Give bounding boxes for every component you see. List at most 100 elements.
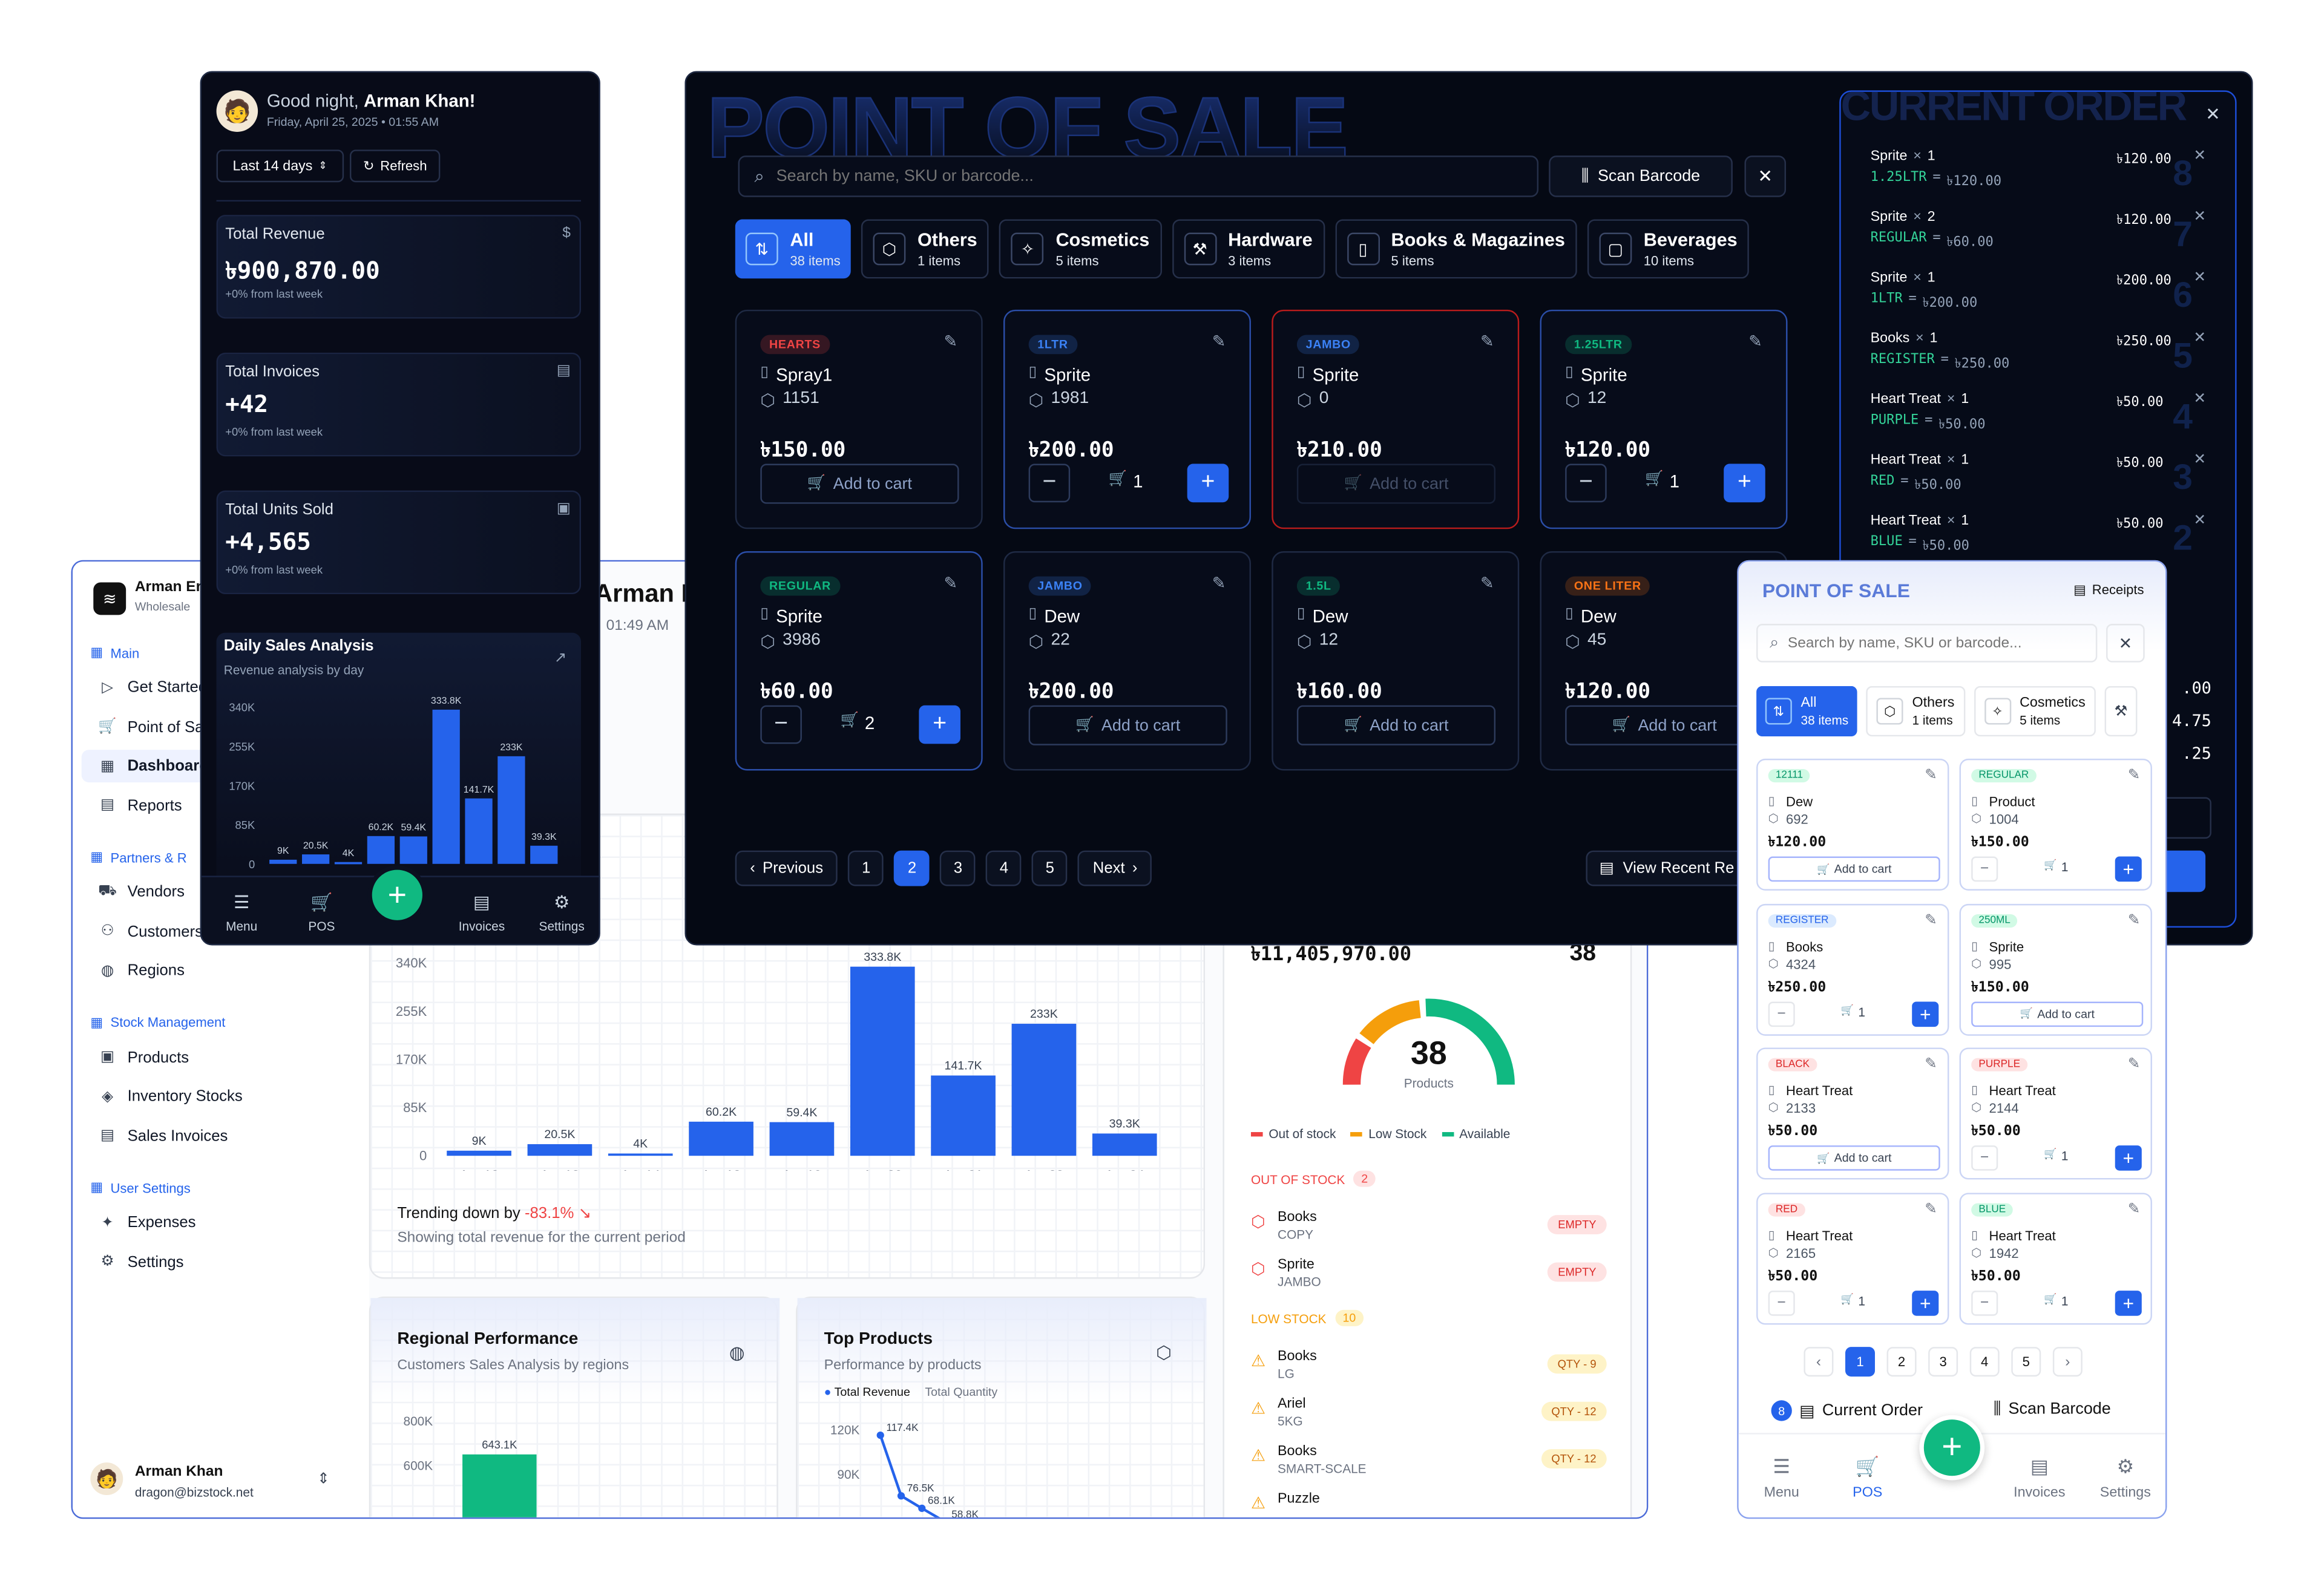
add-to-cart-button[interactable]: 🛒 Add to cart [1028,705,1227,745]
bar[interactable] [302,854,330,864]
mobile-search-input[interactable] [1787,635,2070,652]
edit-icon[interactable]: ✎ [944,333,958,352]
remove-icon[interactable]: ✕ [2193,512,2207,529]
product-card[interactable]: 1.25LTR ✎ ▯ Sprite ⬡ 12 ৳120.00− 🛒 1 + [1540,309,1788,529]
edit-icon[interactable]: ✎ [2127,767,2141,784]
sidebar-item[interactable]: ▣ Products [82,1041,355,1073]
order-item[interactable]: 6 Sprite × 1 1LTR = ৳200.00 ৳200.00 ✕ [1868,270,2224,323]
category-tab[interactable]: ✧ Cosmetics 5 items [1974,686,2096,737]
bar[interactable] [432,709,460,864]
stock-row[interactable]: ⚠ Books LG QTY - 9 [1251,1349,1607,1396]
product-card[interactable]: REGISTER ✎ Books ▯ ⬡ 4324 ৳250.00− 🛒 1 + [1756,903,1949,1035]
stock-row[interactable]: ⚠ Ariel 5KG QTY - 12 [1251,1396,1607,1443]
sidebar-item[interactable]: ⚇ Customers [82,915,355,948]
order-item[interactable]: 2 Heart Treat × 1 BLUE = ৳50.00 ৳50.00 ✕ [1868,512,2224,566]
mobile-scan-button[interactable]: ⫼ Scan Barcode [1994,1400,2111,1419]
chevron-right-icon[interactable]: › [2052,1347,2083,1377]
search-bar[interactable]: ⌕ [738,155,1539,197]
category-tab[interactable]: ⇅ All 38 items [1756,686,1857,737]
edit-icon[interactable]: ✎ [1925,1056,1937,1073]
nav-item[interactable]: ⚙ Settings [2083,1435,2165,1517]
view-recent-button[interactable]: ▤ View Recent Re [1586,850,1764,886]
remove-icon[interactable]: ✕ [2193,269,2207,286]
increase-button[interactable]: + [1724,463,1765,503]
nav-item[interactable]: ⚙ Settings [522,877,599,944]
remove-icon[interactable]: ✕ [2193,148,2207,165]
product-card[interactable]: 1LTR ✎ ▯ Sprite ⬡ 1981 ৳200.00− 🛒 1 + [1003,309,1251,529]
edit-icon[interactable]: ✎ [2127,912,2141,929]
close-icon[interactable]: ✕ [2106,624,2145,663]
add-to-cart-button[interactable]: 🛒 Add to cart [1971,1001,2144,1026]
refresh-button[interactable]: ↻ Refresh [349,149,441,183]
line-point[interactable] [918,1504,926,1512]
edit-icon[interactable]: ✎ [1212,333,1226,352]
order-item[interactable]: 4 Heart Treat × 1 PURPLE = ৳50.00 ৳50.00 ✕ [1868,391,2224,445]
close-icon[interactable]: ✕ [1744,155,1787,197]
mobile-search-bar[interactable]: ⌕ [1756,624,2098,663]
add-to-cart-button[interactable]: 🛒 Add to cart [1296,463,1496,504]
product-card[interactable]: REGULAR ✎ ▯ Sprite ⬡ 3986 ৳60.00− 🛒 2 + [735,551,983,771]
bar[interactable] [527,1144,592,1156]
previous-button[interactable]: ‹ Previous [735,850,838,886]
nav-item[interactable]: 🛒 POS [1825,1435,1911,1517]
stock-row[interactable]: ⚠ Puzzle [1251,1491,1607,1517]
increase-button[interactable]: + [1912,1289,1939,1315]
product-card[interactable]: REGULAR ✎ Product ▯ ⬡ 1004 ৳150.00− 🛒 1 + [1959,758,2152,891]
line-point[interactable] [876,1431,884,1439]
stock-row[interactable]: ⬡ Sprite JAMBO EMPTY [1251,1257,1607,1304]
decrease-button[interactable]: − [760,705,802,744]
category-tab[interactable]: ✧ Cosmetics 5 items [999,219,1161,279]
bar[interactable] [367,836,395,864]
sidebar-item[interactable]: ◈ Inventory Stocks [82,1080,355,1113]
product-card[interactable]: 250ML ✎ Sprite ▯ ⬡ 995 ৳150.00 🛒 Add to cart [1959,903,2152,1035]
remove-icon[interactable]: ✕ [2193,209,2207,226]
product-card[interactable]: HEARTS ✎ ▯ Spray1 ⬡ 1151 ৳150.00 🛒 Add to cart [735,309,983,529]
bar[interactable] [608,1153,673,1156]
category-tab[interactable]: ▯ Books & Magazines 5 items [1334,219,1577,279]
page-button[interactable]: 3 [940,850,976,886]
avatar[interactable]: 🧑 [90,1462,123,1496]
category-tab[interactable]: ⇅ All 38 items [735,219,851,279]
sidebar-item[interactable]: ▤ Reports [82,789,355,822]
decrease-button[interactable]: − [1028,463,1071,503]
remove-icon[interactable]: ✕ [2193,330,2207,347]
add-to-cart-button[interactable]: 🛒 Add to cart [1768,856,1940,882]
edit-icon[interactable]: ✎ [1925,1200,1937,1217]
sidebar-item[interactable]: ◍ Regions [82,954,355,987]
scan-barcode-button[interactable]: ⫼ Scan Barcode [1549,155,1733,197]
page-button[interactable]: 4 [986,850,1022,886]
remove-icon[interactable]: ✕ [2193,391,2207,408]
bar[interactable] [399,836,427,864]
add-to-cart-button[interactable]: 🛒 Add to cart [1565,705,1764,745]
page-button[interactable]: 4 [1969,1347,2000,1377]
search-input[interactable] [776,167,1488,186]
edit-icon[interactable]: ✎ [1748,333,1762,352]
fab-add-button[interactable]: + [367,865,427,925]
edit-icon[interactable]: ✎ [1480,333,1494,352]
order-item[interactable]: 8 Sprite × 1 1.25LTR = ৳120.00 ৳120.00 ✕ [1868,148,2224,201]
decrease-button[interactable]: − [1565,463,1607,503]
bar[interactable] [334,862,363,865]
page-button[interactable]: 3 [1928,1347,1958,1377]
bar[interactable] [462,1454,537,1519]
increase-button[interactable]: + [919,705,960,744]
bar[interactable] [1092,1133,1157,1156]
add-to-cart-button[interactable]: 🛒 Add to cart [1296,705,1496,745]
decrease-button[interactable]: − [1971,1145,1998,1171]
avatar[interactable]: 🧑 [216,90,258,132]
increase-button[interactable]: + [2115,1289,2142,1315]
increase-button[interactable]: + [1912,1001,1939,1026]
nav-item[interactable]: ▤ Invoices [442,877,522,944]
remove-icon[interactable]: ✕ [2193,451,2207,468]
nav-item[interactable]: ▤ Invoices [1997,1435,2083,1517]
category-tab[interactable]: ▢ Beverages 10 items [1587,219,1750,279]
product-card[interactable]: RED ✎ Heart Treat ▯ ⬡ 2165 ৳50.00− 🛒 1 + [1756,1192,1949,1324]
bar[interactable] [931,1075,996,1156]
page-button[interactable]: 1 [1845,1347,1875,1377]
bar[interactable] [447,1150,511,1156]
bar[interactable] [269,859,297,864]
page-button[interactable]: 2 [894,850,930,886]
add-to-cart-button[interactable]: 🛒 Add to cart [760,463,959,504]
nav-item[interactable]: 🛒 POS [281,877,361,944]
bar[interactable] [530,845,558,864]
